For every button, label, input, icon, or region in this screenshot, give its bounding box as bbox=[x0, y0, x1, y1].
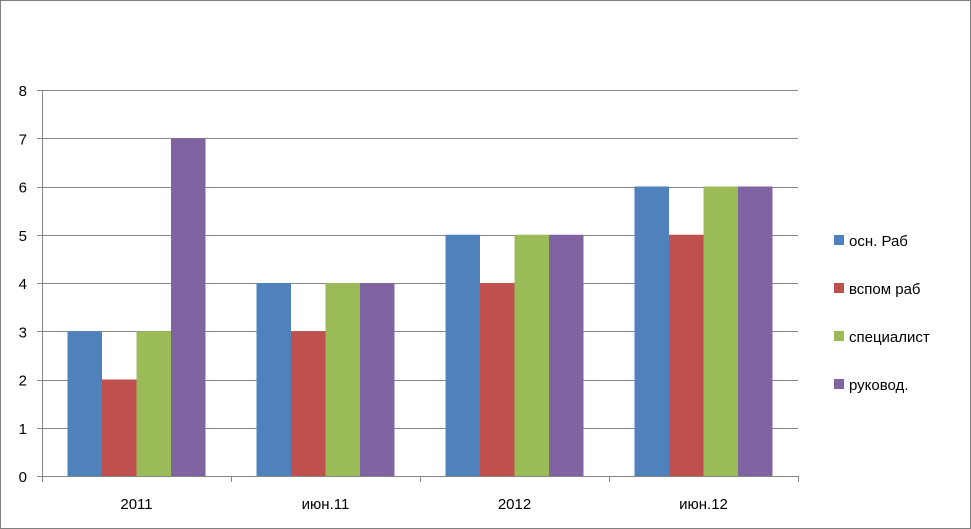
axes bbox=[37, 90, 799, 482]
bar bbox=[102, 379, 137, 476]
bar bbox=[738, 186, 773, 476]
y-tick-label: 0 bbox=[19, 469, 27, 486]
x-tick-label: июн.11 bbox=[302, 496, 350, 513]
x-tick-label: 2012 bbox=[498, 496, 531, 513]
legend-label: руковод. bbox=[849, 377, 908, 394]
legend-label: вспом раб bbox=[849, 281, 921, 298]
bar bbox=[669, 234, 704, 476]
bar bbox=[360, 283, 395, 476]
bar bbox=[136, 331, 171, 476]
legend-swatch bbox=[834, 379, 844, 389]
y-tick-label: 5 bbox=[19, 228, 27, 245]
bar bbox=[514, 234, 549, 476]
bar bbox=[67, 331, 102, 476]
legend-label: специалист bbox=[849, 329, 930, 346]
bar bbox=[549, 234, 584, 476]
y-tick-label: 3 bbox=[19, 324, 27, 341]
bar bbox=[480, 283, 515, 476]
bar bbox=[445, 234, 480, 476]
y-tick-label: 2 bbox=[19, 373, 27, 390]
legend-swatch bbox=[834, 283, 844, 293]
y-tick-label: 1 bbox=[19, 421, 27, 438]
y-tick-label: 4 bbox=[19, 276, 27, 293]
x-tick-label: июн.12 bbox=[679, 496, 728, 513]
bars bbox=[67, 138, 773, 476]
x-tick-labels: 2011 июн.11 2012 июн.12 bbox=[120, 496, 728, 513]
legend: осн. Раб вспом раб специалист руковод. bbox=[834, 233, 930, 394]
legend-swatch bbox=[834, 331, 844, 341]
x-tick-label: 2011 bbox=[120, 496, 152, 513]
bar bbox=[703, 186, 738, 476]
legend-swatch bbox=[834, 235, 844, 245]
bar bbox=[325, 283, 360, 476]
y-tick-label: 6 bbox=[19, 180, 27, 197]
legend-label: осн. Раб bbox=[849, 233, 908, 250]
y-tick-label: 7 bbox=[19, 131, 27, 148]
bar bbox=[634, 186, 669, 476]
y-tick-labels: 0 1 2 3 4 5 6 7 8 bbox=[19, 83, 27, 486]
bar bbox=[171, 138, 206, 476]
bar bbox=[291, 331, 326, 476]
y-tick-label: 8 bbox=[19, 83, 27, 100]
bar bbox=[256, 283, 291, 476]
